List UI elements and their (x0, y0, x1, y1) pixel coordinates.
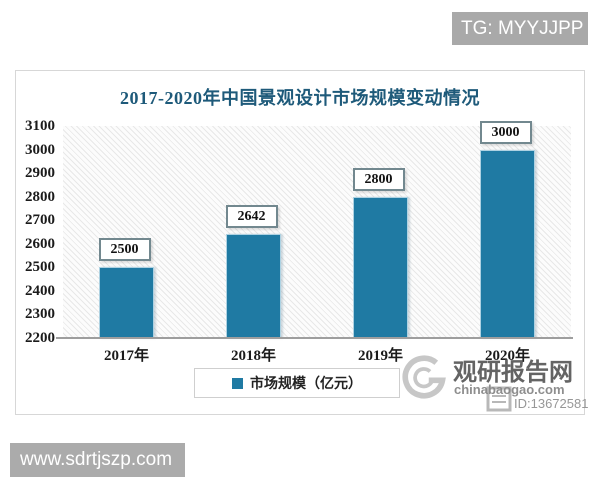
bar-value-label: 2800 (352, 168, 405, 191)
chart-title: 2017-2020年中国景观设计市场规模变动情况 (120, 88, 480, 108)
x-category-label: 2018年 (230, 348, 277, 364)
x-category-label: 2019年 (357, 348, 404, 364)
y-tick-label: 2900 (25, 165, 55, 182)
y-tick-label: 2700 (25, 212, 55, 229)
y-tick-label: 2500 (25, 259, 55, 276)
legend-label: 市场规模（亿元） (250, 377, 362, 392)
bar-value-label: 2500 (98, 238, 151, 261)
y-tick-label: 3100 (25, 118, 55, 134)
bar (226, 234, 281, 338)
y-tick-label: 2600 (25, 235, 55, 252)
telegram-badge-text: TG: MYYJJPP (461, 17, 584, 39)
bar (353, 197, 408, 338)
bar (480, 150, 535, 338)
y-tick-label: 2200 (25, 330, 55, 346)
bar-value-label: 2642 (225, 205, 278, 228)
plot-area: 2500 2642 2800 3000 (63, 121, 571, 338)
chart-card: 2017-2020年中国景观设计市场规模变动情况 2200 2300 2400 250… (15, 70, 585, 415)
website-badge-text: www.sdrtjszp.com (20, 449, 173, 470)
legend-swatch-icon (232, 377, 243, 389)
bar (99, 267, 154, 338)
x-axis-line (56, 337, 573, 339)
y-tick-label: 2800 (25, 188, 55, 205)
x-category-label: 2020年 (484, 348, 531, 364)
telegram-badge: TG: MYYJJPP (452, 12, 588, 45)
website-badge: www.sdrtjszp.com (10, 443, 185, 477)
y-tick-label: 2300 (25, 306, 55, 323)
bar-value-label: 3000 (479, 121, 532, 144)
y-axis: 2200 2300 2400 2500 2600 2700 2800 2900 3000 3100 (16, 118, 59, 346)
x-axis: 2017年 2018年 2019年 2020年 (63, 344, 571, 366)
y-tick-label: 3000 (25, 141, 55, 158)
x-category-label: 2017年 (103, 348, 150, 364)
y-tick-label: 2400 (25, 282, 55, 299)
legend: 市场规模（亿元） (194, 368, 400, 398)
